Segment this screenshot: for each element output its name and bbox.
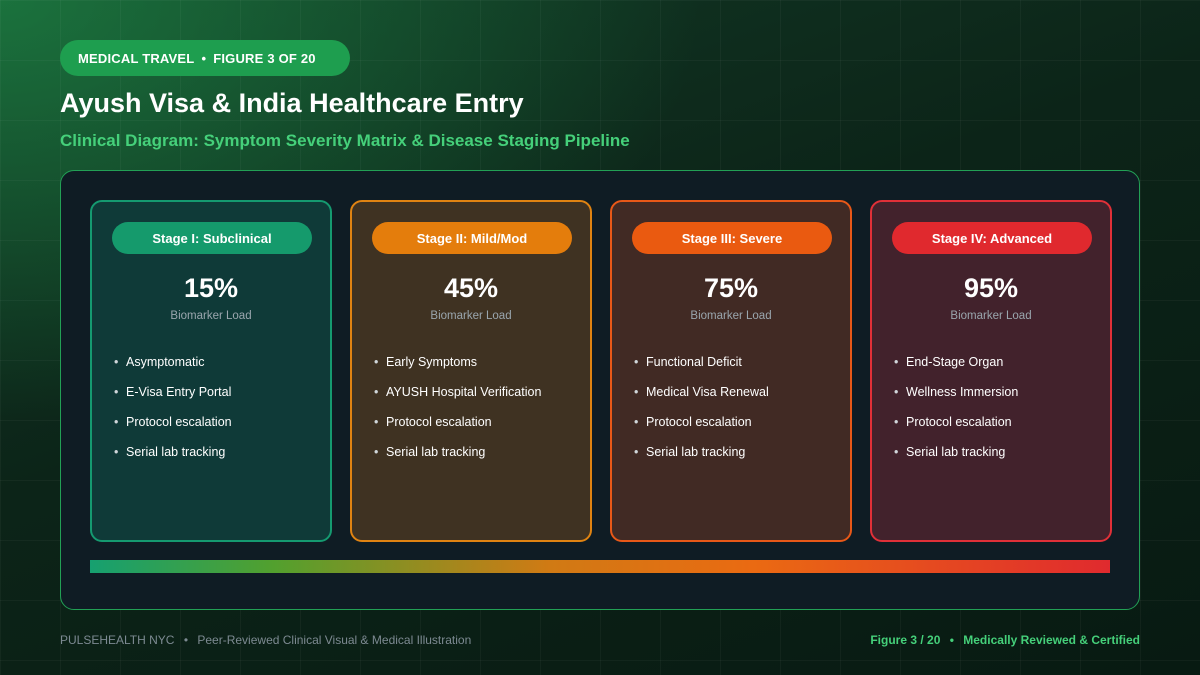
stage-4-label: Stage IV: Advanced xyxy=(892,222,1092,254)
footer-left: PULSEHEALTH NYC • Peer-Reviewed Clinical… xyxy=(60,633,471,647)
stage-1-label: Stage I: Subclinical xyxy=(112,222,312,254)
bullet-icon: • xyxy=(894,355,899,369)
stage-3-label: Stage III: Severe xyxy=(632,222,832,254)
list-item-text: Early Symptoms xyxy=(386,355,477,369)
list-item-text: Functional Deficit xyxy=(646,355,742,369)
tag-figure: FIGURE 3 OF 20 xyxy=(213,50,316,66)
list-item-text: Serial lab tracking xyxy=(646,445,746,459)
page-subtitle: Clinical Diagram: Symptom Severity Matri… xyxy=(60,131,630,150)
figure-tag: MEDICAL TRAVEL • FIGURE 3 OF 20 xyxy=(60,40,350,76)
tag-separator: • xyxy=(201,50,207,66)
bullet-icon: • xyxy=(634,445,639,459)
list-item-text: End-Stage Organ xyxy=(906,355,1004,369)
stage-1-items: • Asymptomatic • E-Visa Entry Portal • Prot… xyxy=(114,347,232,467)
list-item-text: Medical Visa Renewal xyxy=(646,385,769,399)
footer-figure: Figure 3 / 20 xyxy=(870,633,941,647)
list-item: • E-Visa Entry Portal xyxy=(114,377,232,407)
stage-2-label: Stage II: Mild/Mod xyxy=(372,222,572,254)
severity-gradient-bar xyxy=(90,560,1110,573)
tag-category: MEDICAL TRAVEL xyxy=(78,50,195,66)
bullet-icon: • xyxy=(374,385,379,399)
bullet-icon: • xyxy=(114,415,119,429)
list-item: • Protocol escalation xyxy=(374,407,541,437)
stage-card-4: Stage IV: Advanced 95% Biomarker Load • E… xyxy=(870,200,1112,542)
list-item: • Medical Visa Renewal xyxy=(634,377,769,407)
stage-3-percent-label: Biomarker Load xyxy=(690,310,772,322)
footer-right: Figure 3 / 20 • Medically Reviewed & Cer… xyxy=(870,633,1140,647)
bullet-icon: • xyxy=(374,415,379,429)
stage-3-items: • Functional Deficit • Medical Visa Renewa… xyxy=(634,347,769,467)
list-item: • Serial lab tracking xyxy=(114,437,232,467)
page-title: Ayush Visa & India Healthcare Entry xyxy=(60,88,524,118)
list-item-text: Serial lab tracking xyxy=(386,445,486,459)
bullet-icon: • xyxy=(634,355,639,369)
list-item-text: Protocol escalation xyxy=(906,415,1012,429)
stage-4-percent-label: Biomarker Load xyxy=(950,310,1032,322)
list-item: • Serial lab tracking xyxy=(894,437,1018,467)
list-item-text: Serial lab tracking xyxy=(906,445,1006,459)
stage-card-1: Stage I: Subclinical 15% Biomarker Load … xyxy=(90,200,332,542)
stage-card-2: Stage II: Mild/Mod 45% Biomarker Load • E… xyxy=(350,200,592,542)
list-item: • Asymptomatic xyxy=(114,347,232,377)
bullet-icon: • xyxy=(634,385,639,399)
stage-2-percent-label: Biomarker Load xyxy=(430,310,512,322)
bullet-icon: • xyxy=(894,415,899,429)
list-item-text: Wellness Immersion xyxy=(906,385,1019,399)
list-item: • End-Stage Organ xyxy=(894,347,1018,377)
list-item: • Functional Deficit xyxy=(634,347,769,377)
footer-separator: • xyxy=(183,633,189,647)
list-item: • Early Symptoms xyxy=(374,347,541,377)
list-item-text: Protocol escalation xyxy=(126,415,232,429)
list-item: • AYUSH Hospital Verification xyxy=(374,377,541,407)
stage-3-percent: 75% xyxy=(703,273,759,303)
list-item: • Serial lab tracking xyxy=(374,437,541,467)
list-item: • Wellness Immersion xyxy=(894,377,1018,407)
stage-1-percent-label: Biomarker Load xyxy=(170,310,252,322)
bullet-icon: • xyxy=(374,355,379,369)
stage-4-percent: 95% xyxy=(963,273,1019,303)
stage-2-percent: 45% xyxy=(443,273,499,303)
footer-description: Peer-Reviewed Clinical Visual & Medical … xyxy=(197,633,472,647)
stage-4-items: • End-Stage Organ • Wellness Immersion • Pr… xyxy=(894,347,1018,467)
stage-2-items: • Early Symptoms • AYUSH Hospital Verifica… xyxy=(374,347,541,467)
bullet-icon: • xyxy=(374,445,379,459)
list-item: • Serial lab tracking xyxy=(634,437,769,467)
stage-card-3: Stage III: Severe 75% Biomarker Load • Fu… xyxy=(610,200,852,542)
footer-brand: PULSEHEALTH NYC xyxy=(60,633,175,647)
bullet-icon: • xyxy=(114,445,119,459)
list-item-text: Asymptomatic xyxy=(126,355,205,369)
list-item: • Protocol escalation xyxy=(114,407,232,437)
bullet-icon: • xyxy=(894,445,899,459)
bullet-icon: • xyxy=(114,355,119,369)
footer-separator: • xyxy=(949,633,954,647)
list-item-text: E-Visa Entry Portal xyxy=(126,385,232,399)
list-item-text: Protocol escalation xyxy=(386,415,492,429)
list-item-text: Serial lab tracking xyxy=(126,445,226,459)
list-item-text: Protocol escalation xyxy=(646,415,752,429)
bullet-icon: • xyxy=(114,385,119,399)
bullet-icon: • xyxy=(894,385,899,399)
list-item: • Protocol escalation xyxy=(894,407,1018,437)
footer-certification: Medically Reviewed & Certified xyxy=(963,633,1140,647)
staging-panel: Stage I: Subclinical 15% Biomarker Load … xyxy=(60,170,1140,610)
list-item-text: AYUSH Hospital Verification xyxy=(386,385,542,399)
list-item: • Protocol escalation xyxy=(634,407,769,437)
stage-1-percent: 15% xyxy=(183,273,239,303)
bullet-icon: • xyxy=(634,415,639,429)
